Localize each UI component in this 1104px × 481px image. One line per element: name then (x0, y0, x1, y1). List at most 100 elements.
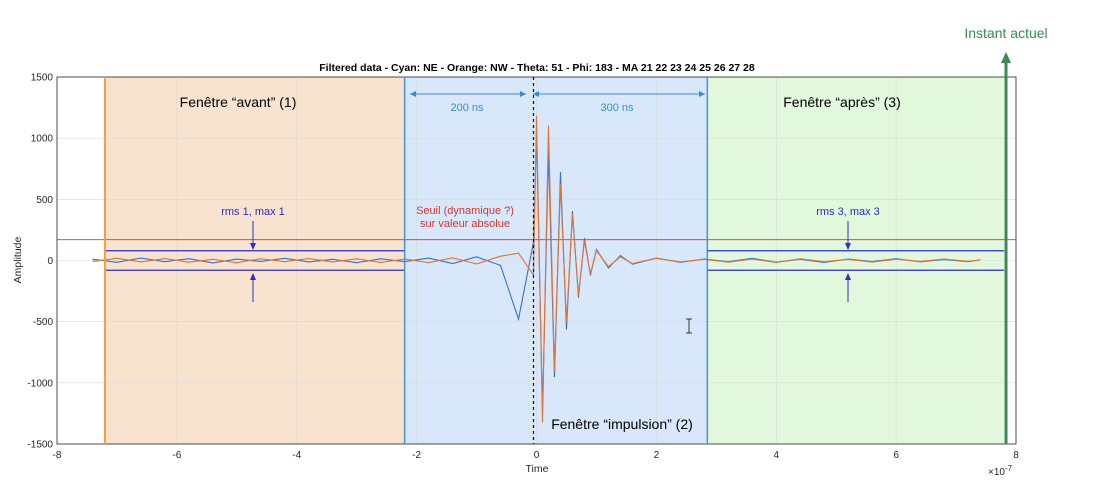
point-NW (499, 255, 502, 257)
point-NE (607, 267, 610, 269)
x-exponent: ×10-7 (988, 464, 1013, 478)
y-tick-label: 0 (47, 256, 53, 267)
point-NW (727, 261, 729, 263)
point-NW (332, 261, 334, 263)
x-tick-label: 2 (654, 450, 660, 461)
window-impulse-label: Fenêtre “impulsion” (2) (551, 416, 693, 432)
x-tick-label: 0 (534, 450, 540, 461)
y-tick-label: -1000 (27, 378, 53, 389)
point-NW (451, 257, 454, 259)
y-tick-label: 1000 (31, 134, 54, 145)
point-NW (655, 257, 657, 259)
point-NW (577, 294, 580, 296)
x-tick-label: -8 (53, 450, 62, 461)
arrow-200ns (410, 91, 526, 97)
point-NW (871, 261, 873, 263)
point-NW (380, 261, 382, 264)
point-NW (679, 261, 681, 263)
rms-bands (104, 250, 1005, 271)
point-NE (553, 376, 556, 378)
window-markers (103, 77, 709, 444)
point-NW (212, 258, 214, 260)
point-NW (541, 421, 544, 423)
point-NE (619, 255, 622, 257)
point-NE (188, 258, 190, 260)
point-NE (589, 274, 592, 276)
point-NE (356, 262, 358, 264)
point-NW (475, 263, 478, 265)
point-NE (116, 261, 118, 263)
point-NW (559, 184, 562, 186)
point-NW (583, 240, 586, 242)
point-NW (428, 262, 430, 264)
point-NW (967, 260, 969, 262)
point-NW (619, 256, 622, 258)
x-tick-label: -2 (412, 450, 421, 461)
point-NW (847, 258, 849, 260)
threshold-label-1: Seuil (dynamique ?) (416, 205, 514, 217)
point-NW (547, 125, 550, 127)
point-NW (260, 258, 262, 260)
point-NE (92, 258, 94, 260)
chart-title: Filtered data - Cyan: NE - Orange: NW - … (319, 62, 755, 74)
threshold-label-2: sur valeur absolue (420, 218, 510, 230)
plot-frame (56, 76, 1017, 445)
point-NW (535, 115, 538, 117)
point-NE (212, 262, 214, 264)
point-NE (517, 318, 520, 320)
point-NW (919, 260, 921, 263)
point-NE (164, 261, 166, 263)
point-NE (380, 258, 382, 260)
point-NE (236, 258, 238, 260)
point-NE (140, 257, 142, 259)
point-NW (284, 261, 286, 263)
point-NW (799, 258, 801, 260)
point-NE (428, 257, 430, 259)
point-NE (583, 237, 586, 240)
point-NW (188, 261, 190, 263)
point-NW (607, 266, 610, 268)
point-NW (236, 262, 238, 264)
x-exponent-base: ×10 (988, 467, 1005, 478)
point-NE (332, 258, 334, 260)
point-NE (308, 261, 310, 263)
rms1-label: rms 1, max 1 (221, 206, 285, 218)
point-NE (260, 260, 262, 263)
x-tick-label: 8 (1013, 450, 1019, 461)
point-NW (565, 321, 568, 323)
point-NW (943, 258, 945, 260)
point-NW (517, 252, 520, 254)
point-NW (895, 258, 897, 260)
x-exponent-power: -7 (1005, 464, 1013, 473)
point-NW (553, 370, 556, 372)
text-cursor-icon (686, 318, 692, 334)
x-tick-label: -6 (172, 450, 181, 461)
point-NW (751, 258, 753, 260)
x-tick-label: 6 (893, 450, 899, 461)
point-NE (451, 262, 454, 265)
point-NE (571, 210, 574, 213)
y-tick-label: 1500 (31, 73, 54, 84)
y-tick-label: 500 (36, 195, 53, 206)
point-NW (823, 261, 825, 263)
point-NE (475, 256, 478, 258)
current-instant-label: Instant actuel (964, 25, 1047, 41)
point-NW (116, 257, 118, 259)
y-tick-label: -1500 (27, 440, 53, 451)
x-tick-label: 4 (773, 450, 779, 461)
point-NE (565, 328, 568, 330)
point-NW (164, 257, 166, 260)
rms1-arrows (250, 221, 256, 302)
tick-labels: -8 -6 -4 -2 0 2 4 6 8 -1500 -1000 -500 0 500 1000 1500 (27, 73, 1019, 462)
point-NW (92, 260, 94, 263)
point-NW (308, 257, 310, 260)
x-axis-title: Time (526, 463, 549, 475)
point-NW (775, 261, 777, 264)
label-300ns: 300 ns (600, 102, 634, 114)
label-200ns: 200 ns (450, 102, 484, 114)
current-instant-arrow (1001, 52, 1011, 444)
arrow-300ns (533, 91, 705, 97)
rms3-label: rms 3, max 3 (816, 206, 880, 218)
point-NE (559, 171, 562, 174)
